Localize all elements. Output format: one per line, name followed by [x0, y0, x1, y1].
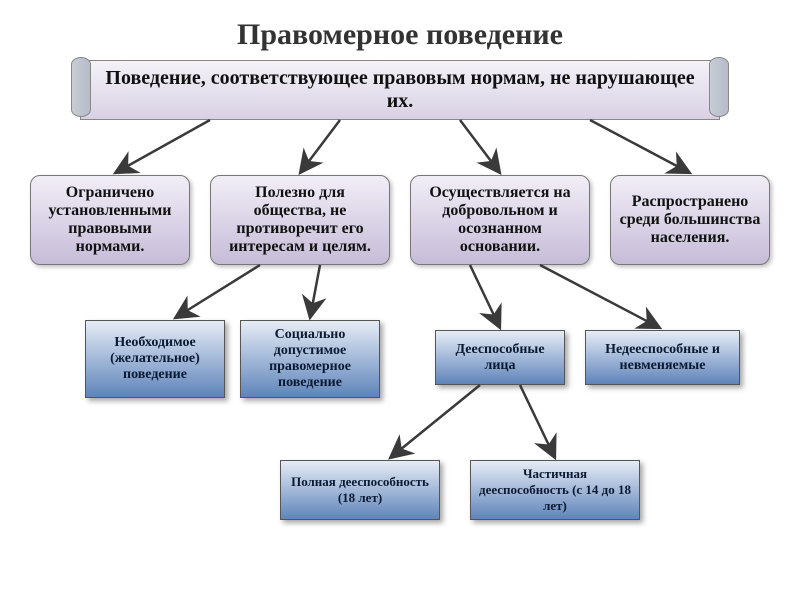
feature-box: Распространено среди большинства населен… — [610, 175, 770, 265]
category-text: Дееспособные лица — [444, 342, 556, 374]
feature-text: Ограничено установленными правовыми норм… — [39, 184, 181, 256]
category-box: Необходимое (желательное) поведение — [85, 320, 225, 398]
category-text: Необходимое (желательное) поведение — [94, 335, 216, 383]
feature-box: Ограничено установленными правовыми норм… — [30, 175, 190, 265]
definition-text: Поведение, соответствующее правовым норм… — [91, 67, 709, 113]
subcategory-box: Полная дееспособность (18 лет) — [280, 460, 440, 520]
feature-text: Распространено среди большинства населен… — [619, 193, 761, 247]
category-box: Недееспособные и невменяемые — [585, 330, 740, 385]
subcategory-text: Полная дееспособность (18 лет) — [289, 474, 431, 506]
feature-box: Полезно для общества, не противоречит ег… — [210, 175, 390, 265]
feature-text: Осуществляется на добровольном и осознан… — [419, 184, 581, 256]
subcategory-text: Частичная дееспособность (с 14 до 18 лет… — [479, 466, 631, 514]
feature-text: Полезно для общества, не противоречит ег… — [219, 184, 381, 256]
category-box: Социально допустимое правомерное поведен… — [240, 320, 380, 398]
category-text: Социально допустимое правомерное поведен… — [249, 327, 371, 391]
page-title: Правомерное поведение — [0, 0, 800, 60]
category-box: Дееспособные лица — [435, 330, 565, 385]
feature-box: Осуществляется на добровольном и осознан… — [410, 175, 590, 265]
subcategory-box: Частичная дееспособность (с 14 до 18 лет… — [470, 460, 640, 520]
definition-box: Поведение, соответствующее правовым норм… — [80, 60, 720, 120]
category-text: Недееспособные и невменяемые — [594, 342, 731, 374]
